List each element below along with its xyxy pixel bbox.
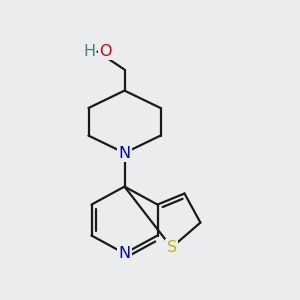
Text: N: N — [118, 146, 130, 160]
Text: O: O — [99, 44, 112, 59]
Text: H: H — [83, 44, 95, 59]
Text: S: S — [167, 240, 177, 255]
Text: N: N — [118, 246, 130, 261]
